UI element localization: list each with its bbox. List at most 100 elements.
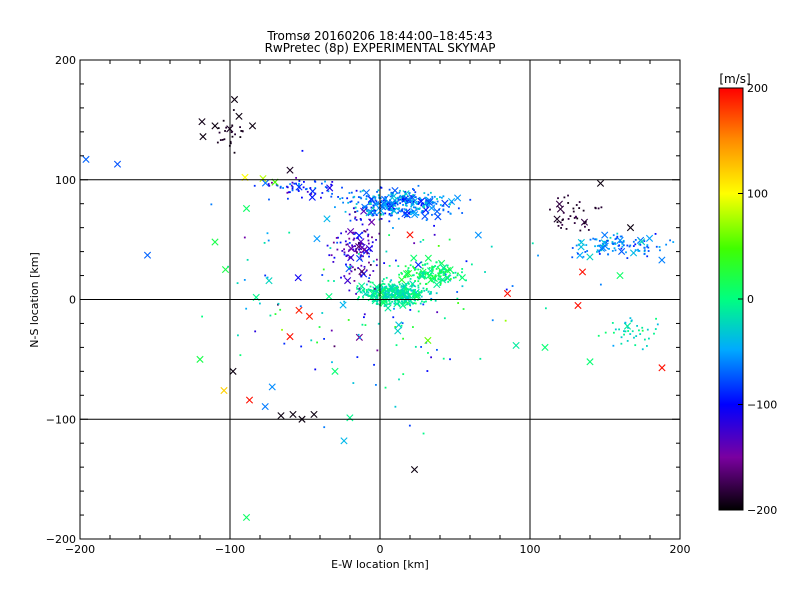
data-point <box>404 265 407 268</box>
data-point <box>219 139 222 141</box>
data-point <box>277 412 285 420</box>
data-point <box>365 198 368 200</box>
data-point <box>362 255 364 258</box>
data-point <box>422 238 425 241</box>
data-point <box>448 238 451 241</box>
data-point <box>616 235 619 238</box>
data-point <box>293 182 296 185</box>
data-point <box>404 269 413 278</box>
data-point <box>286 166 294 174</box>
data-point <box>447 281 450 283</box>
x-tick-label: 100 <box>520 543 541 556</box>
data-point <box>630 319 633 322</box>
data-point <box>624 330 627 333</box>
data-point <box>320 196 322 199</box>
data-point <box>369 264 372 266</box>
data-point <box>578 207 581 209</box>
data-point <box>388 264 391 267</box>
data-point <box>348 266 351 268</box>
chart-title-line2: RwPretec (8p) EXPERIMENTAL SKYMAP <box>265 41 496 55</box>
data-point <box>324 180 326 183</box>
data-point <box>371 206 374 209</box>
data-point <box>224 130 226 132</box>
data-point <box>239 354 242 357</box>
data-point <box>409 296 412 299</box>
data-point <box>297 189 300 191</box>
data-point <box>417 277 420 280</box>
data-point <box>392 294 395 296</box>
data-point <box>427 212 430 215</box>
data-point <box>210 203 213 206</box>
data-point <box>413 189 415 192</box>
data-point <box>401 195 409 203</box>
data-point <box>266 276 269 279</box>
data-point <box>369 200 371 203</box>
data-point <box>389 280 392 283</box>
data-point <box>438 275 440 278</box>
data-point <box>431 213 433 216</box>
data-point <box>354 250 357 252</box>
data-point <box>348 241 351 244</box>
data-point <box>404 193 407 196</box>
data-point <box>436 198 438 200</box>
data-point <box>577 238 585 247</box>
data-point <box>232 109 235 111</box>
data-point <box>301 149 304 152</box>
data-point <box>429 292 432 295</box>
data-point <box>330 195 333 198</box>
data-point <box>349 248 352 251</box>
data-point <box>258 302 261 305</box>
data-point <box>643 338 646 341</box>
data-point <box>291 181 294 184</box>
data-point <box>584 251 587 253</box>
data-point <box>393 292 396 294</box>
data-point <box>289 191 291 194</box>
data-point <box>370 200 373 203</box>
data-point <box>346 414 354 422</box>
data-point <box>594 245 596 248</box>
data-point <box>410 293 413 296</box>
data-point <box>429 274 432 276</box>
data-point <box>437 274 440 277</box>
data-point <box>428 293 431 295</box>
data-point <box>418 207 421 210</box>
data-point <box>643 246 646 249</box>
data-point <box>559 221 562 224</box>
data-point <box>398 276 406 284</box>
data-point <box>426 262 429 265</box>
data-point <box>321 312 324 314</box>
data-point <box>408 292 410 295</box>
data-point <box>435 268 438 270</box>
data-point <box>343 248 345 251</box>
data-point <box>623 333 625 336</box>
data-point <box>390 207 398 215</box>
data-point <box>385 276 388 279</box>
data-point <box>574 215 577 218</box>
data-point <box>359 218 362 220</box>
data-point <box>398 283 401 286</box>
data-point <box>623 322 632 330</box>
data-point <box>639 243 642 246</box>
data-point <box>430 297 433 300</box>
data-point <box>295 306 303 314</box>
data-point <box>424 201 427 204</box>
data-point <box>433 233 436 236</box>
data-point <box>634 239 637 241</box>
data-point <box>431 270 434 272</box>
data-point <box>613 247 616 250</box>
data-point <box>408 302 411 305</box>
data-point <box>371 297 374 300</box>
data-point <box>373 363 375 366</box>
y-tick-label: 100 <box>55 174 76 187</box>
data-point <box>436 311 439 314</box>
data-point <box>372 289 375 292</box>
data-point <box>621 245 624 248</box>
data-point <box>286 333 294 341</box>
data-point <box>364 324 367 326</box>
data-point <box>582 255 585 258</box>
data-point <box>336 248 339 251</box>
data-point <box>398 291 400 294</box>
data-point <box>283 342 286 345</box>
data-point <box>398 304 401 307</box>
data-point <box>279 186 282 189</box>
